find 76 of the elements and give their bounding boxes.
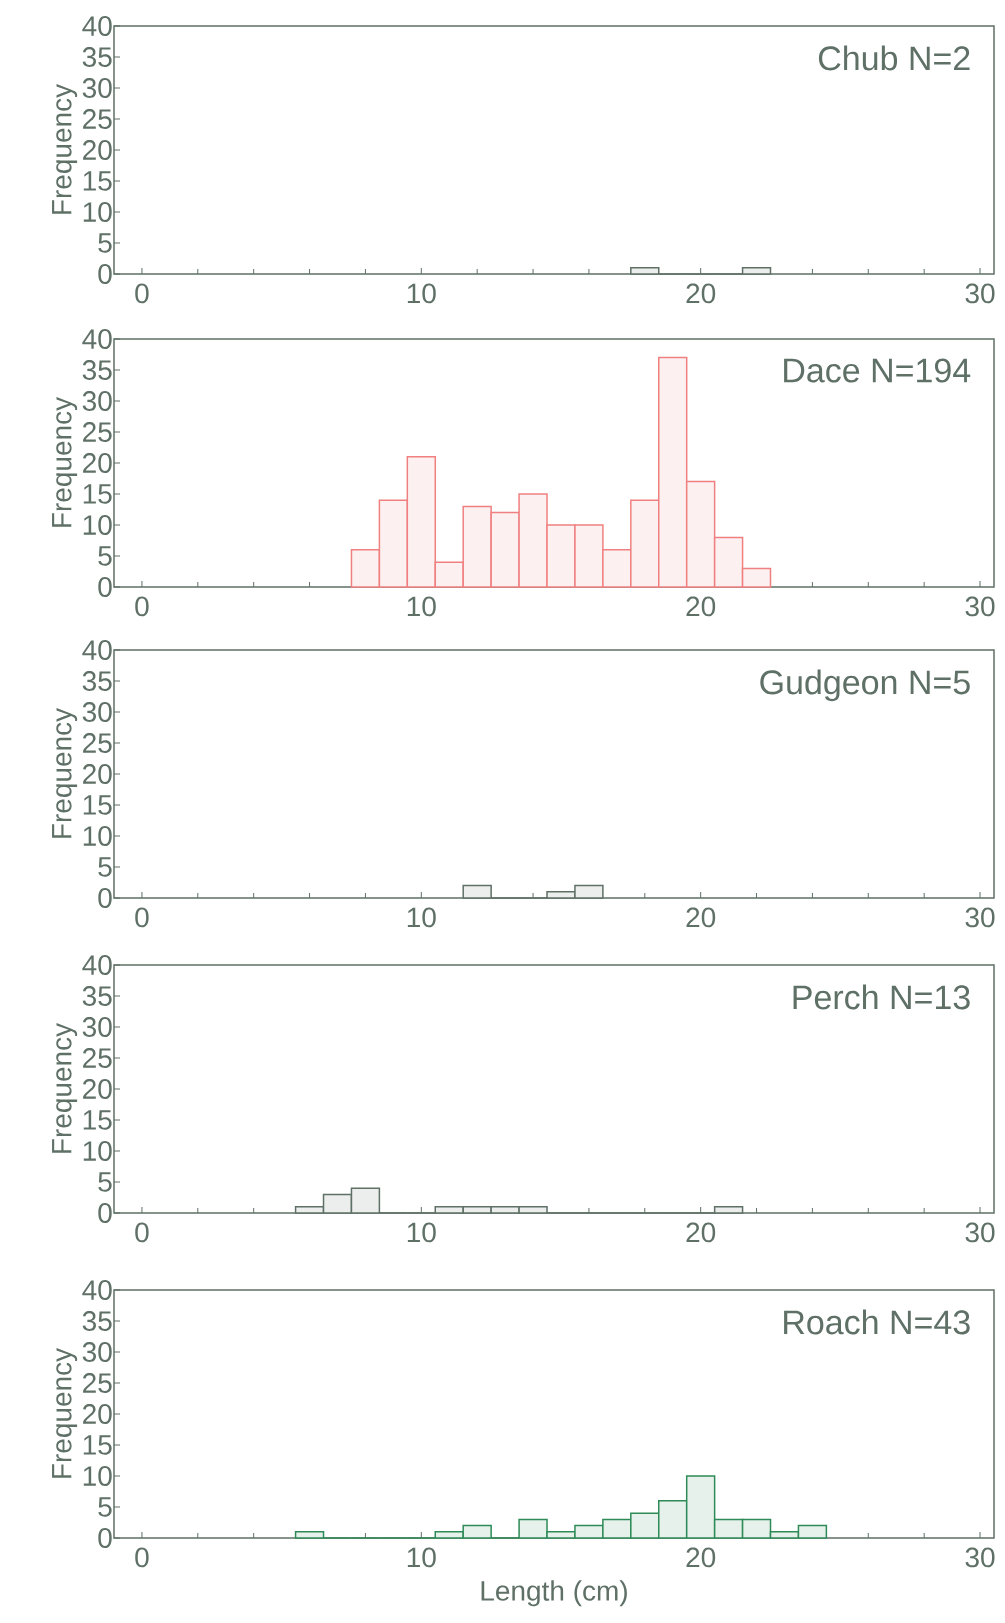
y-tick-label: 10 xyxy=(83,1466,112,1486)
y-tick-label: 0 xyxy=(98,888,112,908)
y-tick-label: 20 xyxy=(83,764,112,784)
x-axis-title: Length (cm) xyxy=(481,1580,627,1607)
text: Gudgeon N=5 xyxy=(760,669,970,702)
x-tick-label: 30 xyxy=(965,596,995,617)
y-axis-title: Frequency xyxy=(52,396,78,527)
x-tick-label: 30 xyxy=(965,1222,995,1243)
x-tick-label: 20 xyxy=(686,283,716,304)
y-tick-label: 0 xyxy=(98,264,112,284)
chart-title: Chub N=2 xyxy=(818,45,970,71)
x-tick-label: 0 xyxy=(135,283,149,304)
y-tick-label: 30 xyxy=(82,702,112,722)
x-tick-label: 20 xyxy=(686,907,716,928)
y-tick-label: 25 xyxy=(83,1373,112,1393)
y-tick-label: 35 xyxy=(82,986,112,1006)
y-tick-label: 35 xyxy=(82,1311,112,1331)
x-tick-label: 0 xyxy=(135,907,149,928)
y-tick-label: 35 xyxy=(82,671,112,691)
y-tick-label: 20 xyxy=(83,1404,112,1424)
x-tick-label: 10 xyxy=(407,596,436,617)
x-tick-label: 20 xyxy=(686,596,716,617)
y-tick-label: 0 xyxy=(98,577,112,597)
x-tick-label: 30 xyxy=(965,283,995,304)
x-tick-label: 10 xyxy=(407,1547,436,1568)
y-axis-title: Frequency xyxy=(52,707,78,838)
x-tick-label: 30 xyxy=(965,1547,995,1568)
y-axis-title: Frequency xyxy=(52,1347,78,1478)
y-tick-label: 25 xyxy=(83,109,112,129)
y-tick-label: 25 xyxy=(83,733,112,753)
x-tick-label: 10 xyxy=(407,283,436,304)
x-tick-label: 10 xyxy=(407,1222,436,1243)
y-tick-label: 30 xyxy=(82,78,112,98)
y-tick-label: 40 xyxy=(82,329,112,349)
y-tick-label: 20 xyxy=(83,140,112,160)
x-tick-label: 20 xyxy=(686,1547,716,1568)
y-tick-label: 20 xyxy=(83,453,112,473)
y-tick-label: 5 xyxy=(98,1497,112,1517)
x-tick-label: 0 xyxy=(135,1547,149,1568)
chart-title: Roach N=43 xyxy=(784,1309,970,1335)
y-axis-title: Frequency xyxy=(52,1022,78,1153)
y-tick-label: 5 xyxy=(98,1172,112,1192)
x-tick-label: 30 xyxy=(965,907,995,928)
y-tick-label: 10 xyxy=(83,202,112,222)
x-tick-label: 0 xyxy=(135,596,149,617)
y-tick-label: 35 xyxy=(82,47,112,67)
y-tick-label: 30 xyxy=(82,1342,112,1362)
y-tick-label: 35 xyxy=(82,360,112,380)
y-tick-label: 30 xyxy=(82,391,112,411)
x-tick-label: 20 xyxy=(686,1222,716,1243)
y-tick-label: 40 xyxy=(82,1280,112,1300)
y-tick-label: 5 xyxy=(98,546,112,566)
y-tick-label: 0 xyxy=(98,1203,112,1223)
y-tick-label: 25 xyxy=(83,1048,112,1068)
y-tick-label: 15 xyxy=(83,1110,112,1130)
y-tick-label: 15 xyxy=(83,795,112,815)
y-tick-label: 5 xyxy=(98,857,112,877)
y-tick-label: 40 xyxy=(82,16,112,36)
x-tick-label: 0 xyxy=(135,1222,149,1243)
chart-title: Dace N=194 xyxy=(784,358,971,383)
y-tick-label: 40 xyxy=(82,955,112,975)
y-tick-label: 10 xyxy=(83,515,112,535)
y-tick-label: 15 xyxy=(83,171,112,191)
x-tick-label: 10 xyxy=(407,907,436,928)
y-tick-label: 15 xyxy=(83,1435,112,1455)
y-tick-label: 5 xyxy=(98,233,112,253)
y-tick-label: 20 xyxy=(83,1079,112,1099)
y-tick-label: 25 xyxy=(83,422,112,442)
chart-title: Perch N=13 xyxy=(793,984,970,1010)
y-tick-label: 40 xyxy=(82,640,112,660)
y-tick-label: 10 xyxy=(83,826,112,846)
y-tick-label: 15 xyxy=(83,484,112,504)
y-tick-label: 0 xyxy=(98,1528,112,1548)
y-tick-label: 30 xyxy=(82,1017,112,1037)
y-axis-title: Frequency xyxy=(52,83,78,214)
y-tick-label: 10 xyxy=(83,1141,112,1161)
